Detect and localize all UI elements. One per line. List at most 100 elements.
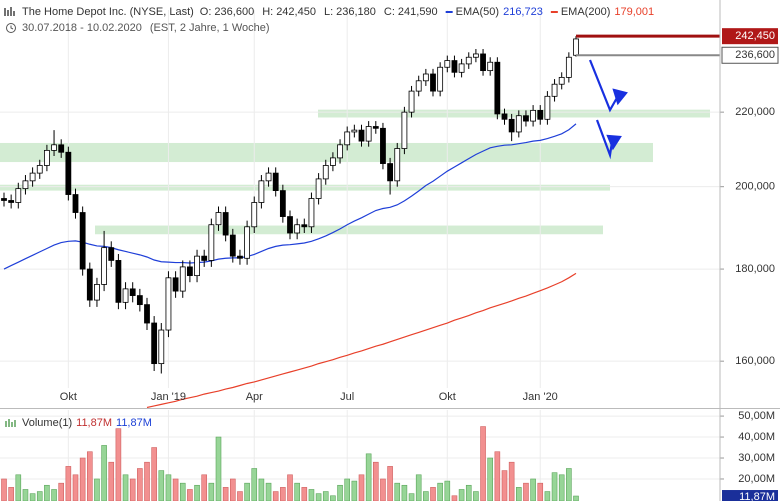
candle-body xyxy=(86,268,93,301)
volume-bar xyxy=(322,491,329,501)
volume-bar xyxy=(415,474,422,501)
volume-bar xyxy=(458,489,465,501)
volume-bar xyxy=(172,478,179,501)
candle-body xyxy=(380,127,386,164)
candle-body xyxy=(430,73,436,92)
volume-bar xyxy=(79,457,86,501)
annotation-arrows xyxy=(588,59,628,160)
volume-tag-label: 11,87M xyxy=(739,491,775,501)
ohlc-value: 236,180 xyxy=(336,6,376,18)
volume-bar xyxy=(308,489,315,501)
candle-body xyxy=(51,144,57,151)
volume-icon xyxy=(5,419,16,427)
volume-tick-label: 40,00M xyxy=(738,431,775,443)
legend-swatch xyxy=(550,11,558,13)
volume-bar xyxy=(301,487,308,501)
candle-body xyxy=(72,194,79,213)
x-tick-label: Okt xyxy=(439,391,456,403)
volume-plot xyxy=(1,426,579,501)
volume-bar xyxy=(258,478,265,501)
volume-bar xyxy=(423,491,429,501)
volume-bar xyxy=(158,470,165,501)
volume-bar xyxy=(315,493,322,501)
ohlc-value: 241,590 xyxy=(398,6,438,18)
volume-bar xyxy=(566,468,572,501)
legend-value: 216,723 xyxy=(503,6,543,18)
candle-body xyxy=(508,118,515,133)
volume-bar xyxy=(8,487,14,501)
candle-body xyxy=(101,247,107,285)
volume-bar xyxy=(473,491,479,501)
candle-body xyxy=(8,200,15,203)
candle-body xyxy=(44,149,50,166)
volume-bar xyxy=(451,495,458,501)
volume-bar xyxy=(530,478,536,501)
candle-body xyxy=(179,266,186,292)
volume-bar xyxy=(551,472,558,501)
volume-bar xyxy=(201,474,207,501)
volume-bar xyxy=(137,468,143,501)
y-tick-label: 160,000 xyxy=(735,355,775,367)
volume-bar xyxy=(508,461,515,501)
ohlc-value: 236,600 xyxy=(214,6,254,18)
volume-bar xyxy=(58,482,65,501)
volume-bar xyxy=(22,489,29,501)
candle-body xyxy=(294,224,301,234)
candle-body xyxy=(501,113,508,120)
candle-body xyxy=(301,224,308,228)
volume-bar xyxy=(337,484,343,501)
candle-body xyxy=(494,61,501,115)
volume-bar xyxy=(144,461,150,501)
candle-body xyxy=(415,80,422,92)
candle-body xyxy=(265,172,272,182)
candle-body xyxy=(108,247,115,261)
support-zone xyxy=(318,109,710,118)
candle-body xyxy=(1,198,7,201)
candle-body xyxy=(480,53,486,72)
ohlc-value: 242,450 xyxy=(276,6,316,18)
volume-bar xyxy=(165,474,172,501)
volume-bar xyxy=(94,478,100,501)
ohlc-name: O: xyxy=(200,6,212,18)
candle-body xyxy=(408,90,415,113)
volume-bar xyxy=(222,487,229,501)
candle-body xyxy=(22,180,29,190)
legend-swatch xyxy=(445,11,453,13)
chart-title: The Home Depot Inc. (NYSE, Last) xyxy=(22,6,194,18)
candle-body xyxy=(315,178,322,199)
volume-bar xyxy=(558,474,565,501)
volume-bar xyxy=(280,487,286,501)
candle-body xyxy=(537,109,544,120)
candle-body xyxy=(565,56,572,78)
candle-body xyxy=(487,61,494,72)
candle-body xyxy=(515,115,522,133)
candle-body xyxy=(244,226,251,259)
candle-body xyxy=(29,172,36,182)
volume-bar xyxy=(523,482,529,501)
candle-body xyxy=(422,73,429,82)
candle-body xyxy=(215,212,222,226)
candle-body xyxy=(258,180,265,203)
candle-body xyxy=(287,216,293,234)
open-tag xyxy=(721,46,779,64)
candle-body xyxy=(394,148,401,182)
volume-bar xyxy=(544,491,551,501)
candle-body xyxy=(344,131,351,146)
x-tick-label: Apr xyxy=(246,391,263,403)
candle-body xyxy=(165,277,172,331)
volume-bar xyxy=(179,482,186,501)
candle-body xyxy=(272,172,279,191)
date-range: 30.07.2018 - 10.02.2020 xyxy=(22,22,142,34)
candle-body xyxy=(129,288,136,296)
volume-name: Volume(1) xyxy=(22,417,72,429)
support-zone xyxy=(95,225,603,235)
volume-bar xyxy=(480,426,486,501)
volume-bar xyxy=(72,474,79,501)
candle-body xyxy=(58,144,65,153)
chart-icon xyxy=(4,7,15,16)
volume-bar xyxy=(251,468,258,501)
candle-body xyxy=(208,224,215,261)
volume-value: 11,87M xyxy=(76,417,112,429)
